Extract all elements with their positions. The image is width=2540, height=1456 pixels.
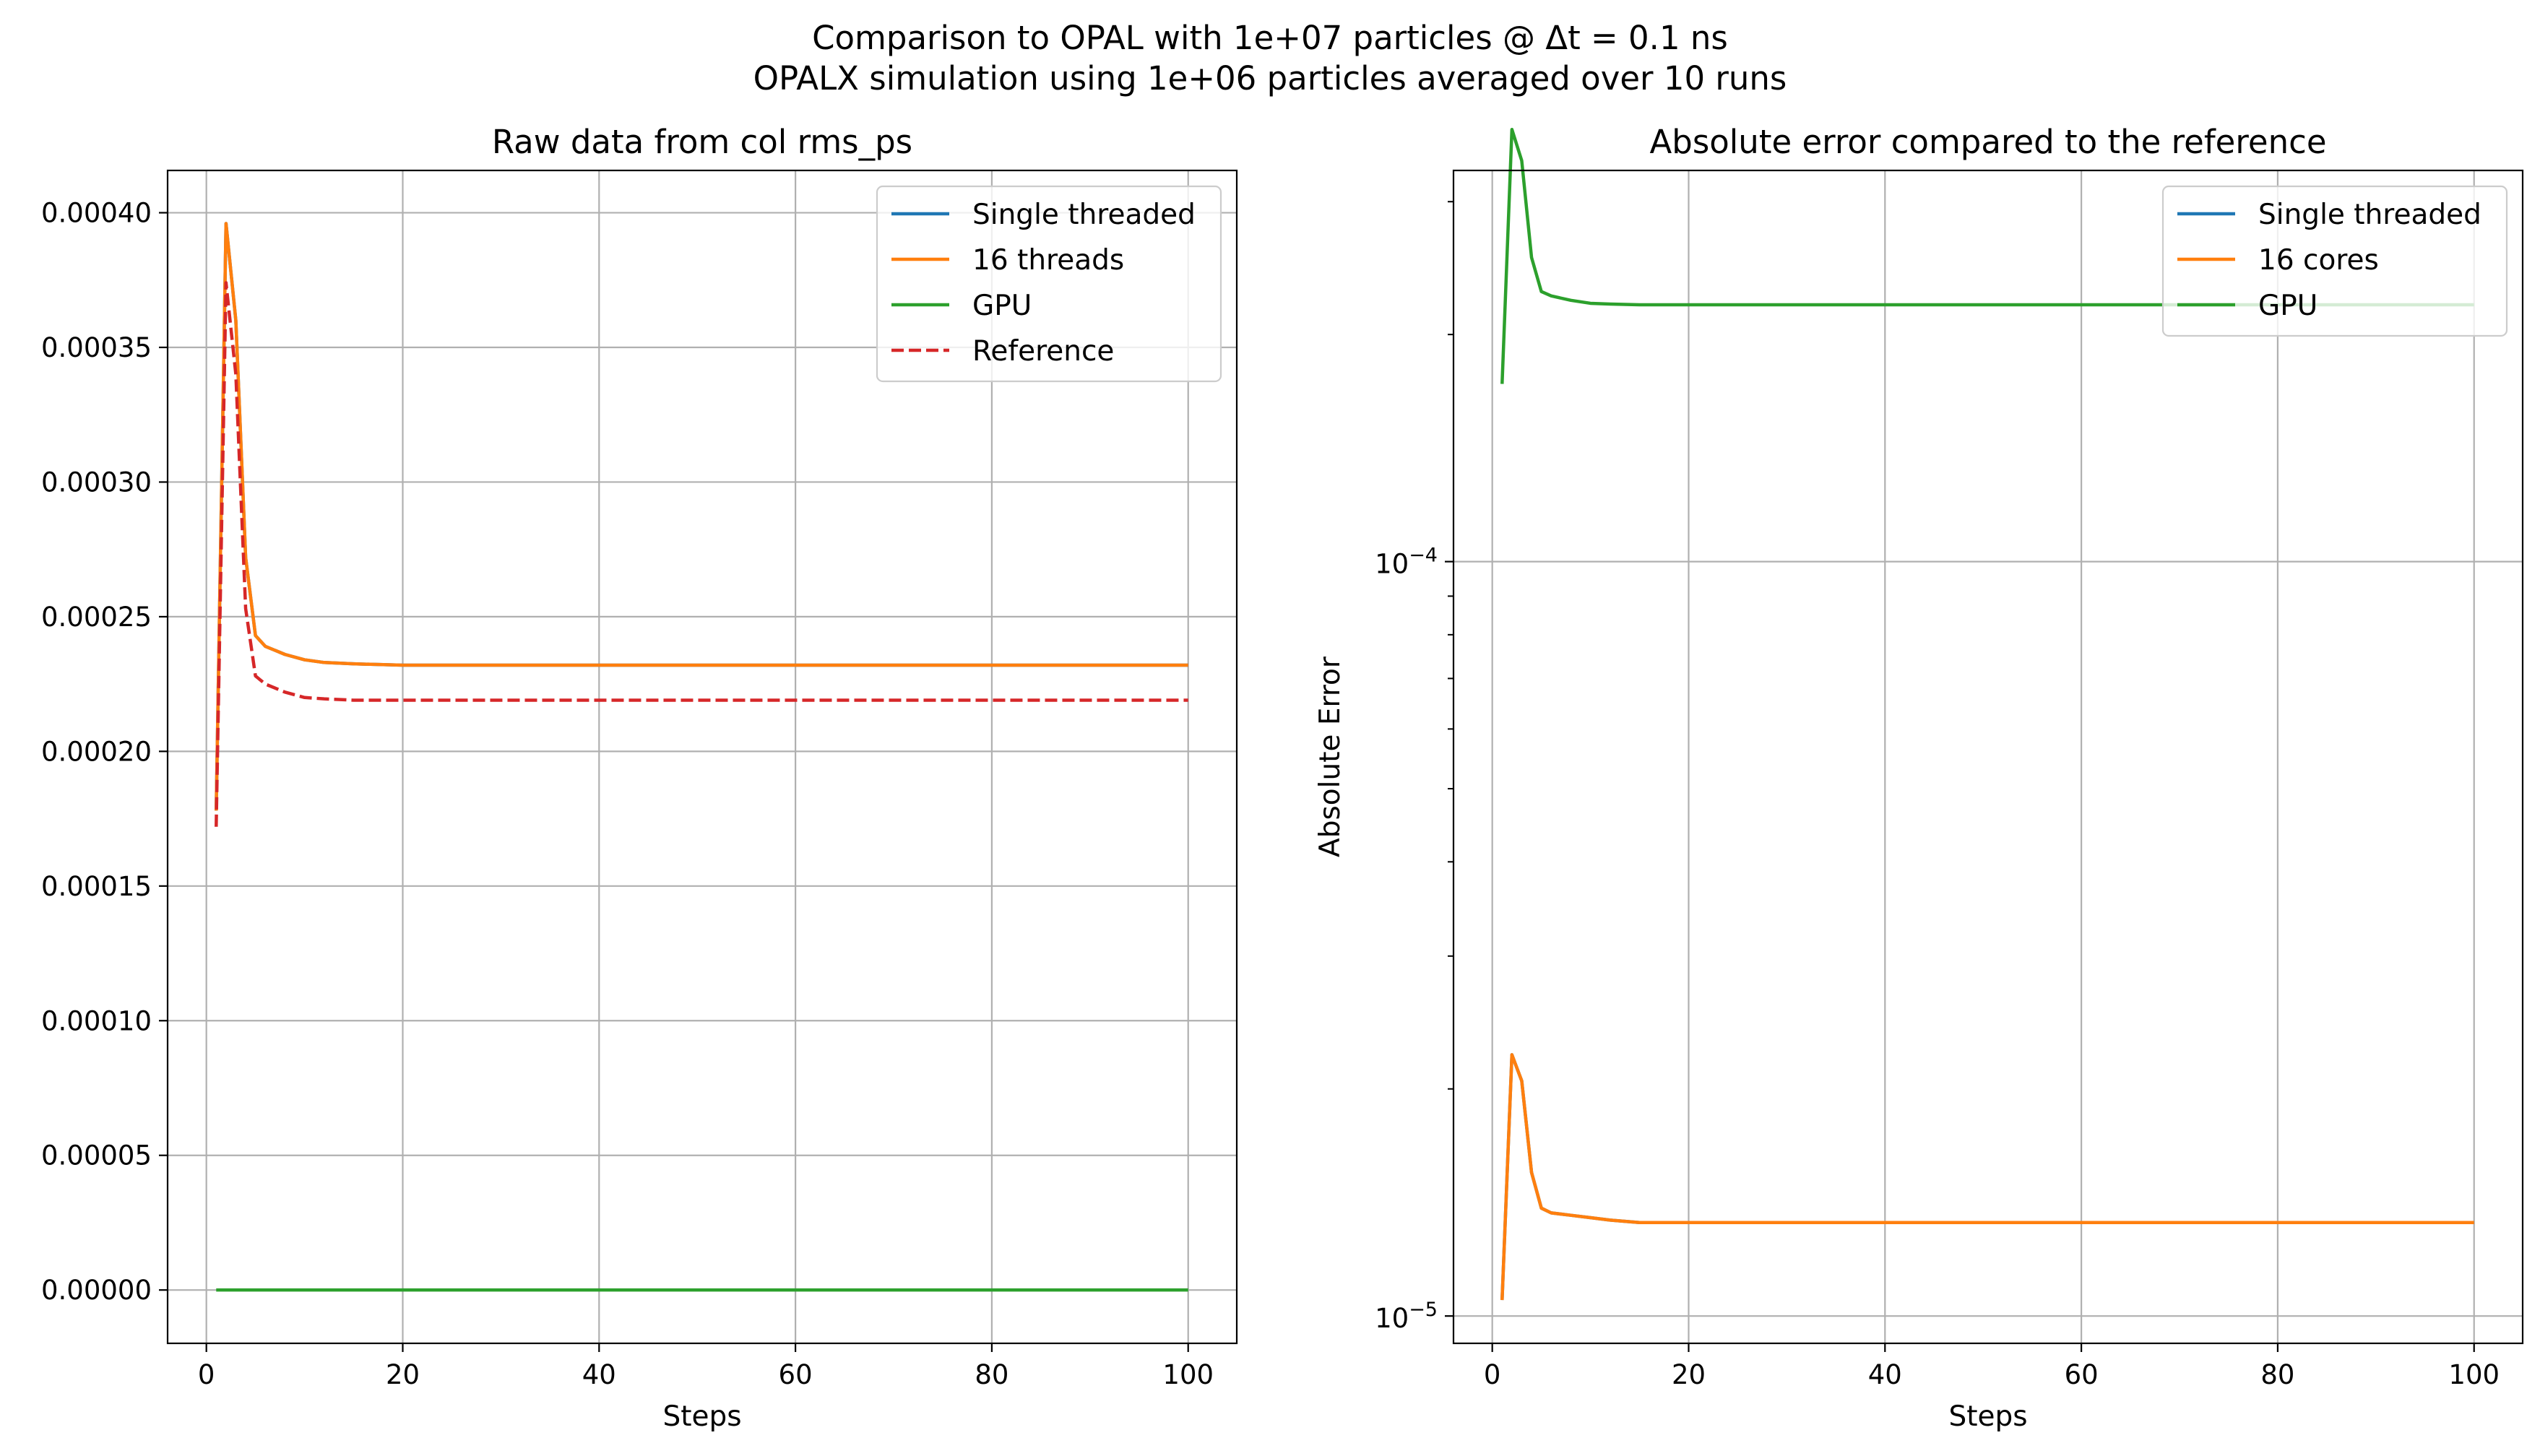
- y-tick-label: 10−5: [1375, 1299, 1438, 1334]
- legend-box: [2161, 185, 2508, 337]
- series-line-16-threads: [215, 222, 1188, 811]
- x-tick-label: 80: [2260, 1359, 2294, 1390]
- x-tick-label: 60: [779, 1359, 813, 1390]
- x-tick-label: 100: [2448, 1359, 2500, 1390]
- legend-label: Reference: [972, 335, 1114, 368]
- x-axis-label: Steps: [662, 1400, 741, 1433]
- series-line-gpu: [1500, 127, 2474, 384]
- x-tick-label: 0: [1484, 1359, 1501, 1390]
- y-tick-label: 0.00025: [41, 602, 152, 633]
- legend-label: 16 cores: [2258, 244, 2379, 277]
- y-tick-label: 0.00020: [41, 736, 152, 767]
- y-tick-label: 0.00030: [41, 467, 152, 498]
- series-line-16-cores: [1500, 1053, 2474, 1301]
- y-axis-label: Absolute Error: [1314, 656, 1347, 857]
- y-tick-label: 0.00035: [41, 332, 152, 363]
- legend-label: GPU: [2258, 290, 2317, 322]
- figure-title-line-1: Comparison to OPAL with 1e+07 particles …: [812, 19, 1728, 57]
- x-tick-label: 80: [975, 1359, 1008, 1390]
- x-tick-label: 40: [1868, 1359, 1902, 1390]
- plot-raw-data: 0 20 40 60 80 100 0.00000 0.00005 0.00010 0.00015…: [41, 123, 1238, 1433]
- legend-label: Single threaded: [972, 199, 1196, 231]
- axes-title: Raw data from col rms_ps: [492, 123, 912, 161]
- axes-frame: [166, 169, 1238, 1345]
- plot-absolute-error: 0 20 40 60 80 100 10−5 10−4 Absolute error compa…: [1314, 123, 2524, 1433]
- legend-label: Single threaded: [2258, 199, 2481, 231]
- x-tick-label: 0: [198, 1359, 215, 1390]
- figure-title-line-2: OPALX simulation using 1e+06 particles a…: [753, 59, 1787, 98]
- axes-title: Absolute error compared to the reference: [1649, 123, 2326, 161]
- legend-box: [876, 185, 1222, 383]
- y-tick-label: 0.00000: [41, 1275, 152, 1306]
- x-axis-label: Steps: [1948, 1400, 2027, 1433]
- legend: Single threaded 16 threads GPU Reference: [876, 185, 1222, 383]
- legend-label: GPU: [972, 290, 1032, 322]
- axes-frame: [1452, 169, 2524, 1345]
- y-tick-label: 10−4: [1375, 545, 1438, 580]
- x-tick-label: 100: [1162, 1359, 1214, 1390]
- x-tick-label: 20: [1672, 1359, 1706, 1390]
- legend-label: 16 threads: [972, 244, 1124, 277]
- y-tick-label: 0.00040: [41, 198, 152, 229]
- x-tick-label: 40: [582, 1359, 616, 1390]
- series-line-reference: [215, 281, 1188, 827]
- legend: Single threaded 16 cores GPU: [2161, 185, 2508, 337]
- y-tick-label: 0.00010: [41, 1005, 152, 1036]
- y-tick-label: 0.00015: [41, 871, 152, 902]
- x-tick-label: 20: [386, 1359, 420, 1390]
- y-tick-label: 0.00005: [41, 1140, 152, 1171]
- x-tick-label: 60: [2065, 1359, 2099, 1390]
